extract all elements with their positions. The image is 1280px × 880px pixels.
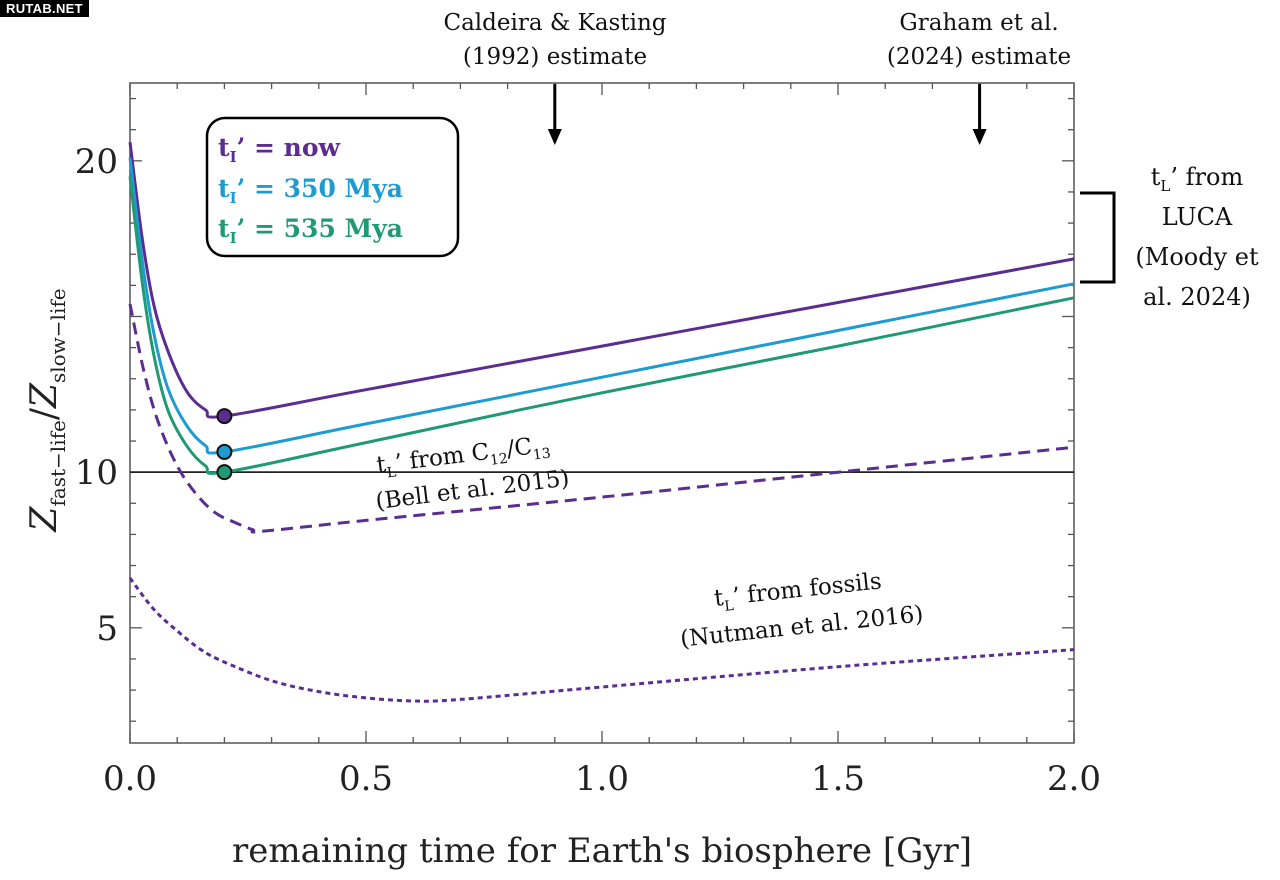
series-line-535-mya [128, 176, 1075, 475]
series-line-now [128, 142, 1075, 419]
graham-label-line1: Graham et al. [899, 10, 1058, 36]
y-axis-label: Zfast−life/Zslow−life [24, 288, 70, 532]
legend-entry-535: tI’ = 535 Mya [218, 214, 403, 247]
x-tick-label: 1.5 [811, 759, 865, 799]
legend-entry-now: tI’ = now [218, 133, 342, 166]
minimum-marker-535-mya [216, 464, 233, 481]
minimum-marker-350-mya [216, 443, 233, 460]
series-line-nutman-fossils [128, 577, 1075, 703]
x-tick-label: 1.0 [575, 759, 629, 799]
luca-label-line3: (Moody et [1135, 243, 1259, 271]
minimum-marker-now [216, 408, 233, 425]
y-tick-label: 20 [75, 142, 118, 182]
x-tick-label: 2.0 [1047, 759, 1101, 799]
series-line-bell-c12-c13 [128, 303, 1075, 534]
luca-label-line4: al. 2024) [1143, 283, 1251, 311]
y-tick-label: 10 [75, 453, 118, 493]
series-line-350-mya [128, 157, 1075, 455]
y-tick-label: 5 [96, 609, 118, 649]
caldeira-label-line2: (1992) estimate [463, 44, 647, 70]
legend-entry-350: tI’ = 350 Mya [218, 174, 403, 207]
x-axis-label: remaining time for Earth's biosphere [Gy… [232, 831, 972, 871]
caldeira-label-line1: Caldeira & Kasting [444, 10, 667, 36]
graham-arrow-head [972, 129, 987, 145]
bell-label-line1: tL’ from C12/C13 [375, 432, 552, 483]
graham-label-line2: (2024) estimate [887, 44, 1071, 70]
luca-label-line2: LUCA [1162, 203, 1233, 231]
caldeira-arrow-head [547, 129, 562, 145]
legend-box [205, 116, 460, 258]
watermark: RUTAB.NET [0, 0, 89, 17]
luca-label-line1: tL’ from [1151, 163, 1244, 195]
x-tick-label: 0.0 [103, 759, 157, 799]
luca-bracket [1080, 191, 1116, 284]
x-tick-label: 0.5 [339, 759, 393, 799]
